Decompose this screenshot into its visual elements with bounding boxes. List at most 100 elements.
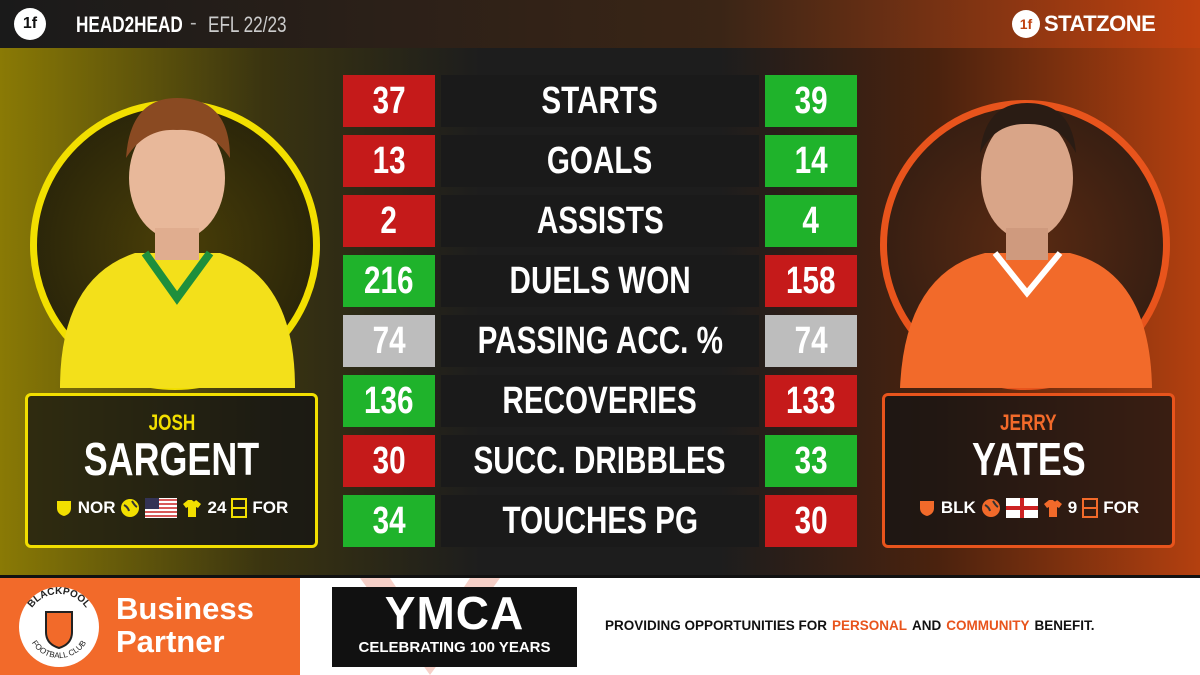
flag-icon [145,498,178,518]
left-value-text: 34 [372,499,406,542]
position-icon [1082,498,1099,518]
right-value-text: 30 [794,499,828,542]
separator: - [190,12,197,34]
competition-text: EFL 22/23 [208,12,287,37]
main-panel: JOSH SARGENT NOR 24 FOR JERRY YATES BLK … [0,48,1200,575]
sponsor: YMCA CELEBRATING 100 YEARS [332,587,577,667]
left-value-text: 74 [372,319,406,362]
right-value-text: 14 [794,139,828,182]
player-photo [900,103,1152,388]
partner-block: BLACKPOOL FOOTBALL CLUB Business Partner [0,578,300,675]
right-value: 14 [765,135,857,187]
stat-label-text: RECOVERIES [502,379,698,422]
right-value-text: 39 [794,79,828,122]
last-name-text: YATES [971,433,1086,485]
logo: STATZONE [1044,11,1156,36]
stat-label: STARTS [441,75,759,127]
right-value: 158 [765,255,857,307]
player-card: JERRY YATES BLK 9 FOR [882,393,1175,548]
stat-label-text: DUELS WON [509,259,691,302]
stats-table: 37 STARTS 39 13 GOALS 14 2 ASSISTS 4 216 DUELS WON… [0,48,1200,575]
stat-label: RECOVERIES [441,375,759,427]
crest: BLACKPOOL FOOTBALL CLUB [19,586,99,667]
shirt-icon [1043,500,1062,517]
stat-label: ASSISTS [441,195,759,247]
right-value: 133 [765,375,857,427]
club-icon [919,501,934,516]
stat-label-text: ASSISTS [536,199,664,242]
globe-icon [981,499,1000,517]
logo-mark: 1f [1012,10,1040,38]
first-name: JERRY [885,410,1172,436]
first-name-text: JERRY [1000,410,1057,435]
brand: HEAD2HEAD [76,12,213,38]
left-value-text: 13 [372,139,406,182]
left-value: 37 [343,75,435,127]
partner-line: Partner [116,624,225,659]
stat-label: PASSING ACC. % [441,315,759,367]
globe-icon [121,499,140,517]
shirt-number: 9 [1067,498,1078,517]
right-value: 39 [765,75,857,127]
left-value: 136 [343,375,435,427]
player-info: NOR 24 FOR [28,498,315,518]
right-value-text: 4 [802,199,820,242]
last-name: YATES [885,436,1172,482]
right-value: 4 [765,195,857,247]
last-name-text: SARGENT [83,433,260,485]
left-value-text: 37 [372,79,406,122]
left-value: 34 [343,495,435,547]
tagline-part: PERSONAL [832,618,908,633]
right-value: 74 [765,315,857,367]
tagline-part: BENEFIT. [1034,618,1095,633]
last-name: SARGENT [28,436,315,482]
brand-text: HEAD2HEAD [76,12,183,37]
player-info: BLK 9 FOR [885,498,1172,518]
shirt-number: 24 [207,498,227,517]
flag-icon [1005,498,1038,518]
right-value: 33 [765,435,857,487]
shirt-icon [183,500,202,517]
right-value-text: 33 [794,439,828,482]
left-value-text: 30 [372,439,406,482]
position-icon [231,498,248,518]
stat-label-text: PASSING ACC. % [477,319,723,362]
stat-label-text: GOALS [547,139,653,182]
left-value: 216 [343,255,435,307]
first-name: JOSH [28,410,315,436]
left-value: 2 [343,195,435,247]
right-value-text: 74 [794,319,828,362]
partner-line: Business [116,591,254,626]
right-value-text: 158 [786,259,836,302]
sponsor-sub: CELEBRATING 100 YEARS [358,639,551,656]
stat-label: DUELS WON [441,255,759,307]
player-card: JOSH SARGENT NOR 24 FOR [25,393,318,548]
partner-label: Business Partner [116,592,254,658]
stat-label: GOALS [441,135,759,187]
footer: BLACKPOOL FOOTBALL CLUB Business Partner … [0,578,1200,675]
left-value-text: 2 [380,199,398,242]
player-photo [60,98,295,388]
left-value: 30 [343,435,435,487]
club-icon [56,501,71,516]
right-value-text: 133 [786,379,836,422]
stat-label-text: TOUCHES PG [502,499,698,542]
competition: EFL 22/23 [208,12,309,38]
right-value: 30 [765,495,857,547]
header: 1f HEAD2HEAD - EFL 22/23 1f STATZONE [0,0,1200,48]
stat-label: SUCC. DRIBBLES [441,435,759,487]
sponsor-name: YMCA [384,587,525,639]
position: FOR [252,498,289,517]
left-value-text: 216 [364,259,414,302]
left-value: 13 [343,135,435,187]
stat-label-text: STARTS [541,79,659,122]
first-name-text: JOSH [148,410,195,435]
position: FOR [1103,498,1140,517]
stat-label: TOUCHES PG [441,495,759,547]
club: NOR [77,498,116,517]
stat-label-text: SUCC. DRIBBLES [474,439,726,482]
tagline-part: PROVIDING OPPORTUNITIES FOR [605,618,828,633]
left-value: 74 [343,315,435,367]
brand-mark: 1f [14,8,46,40]
